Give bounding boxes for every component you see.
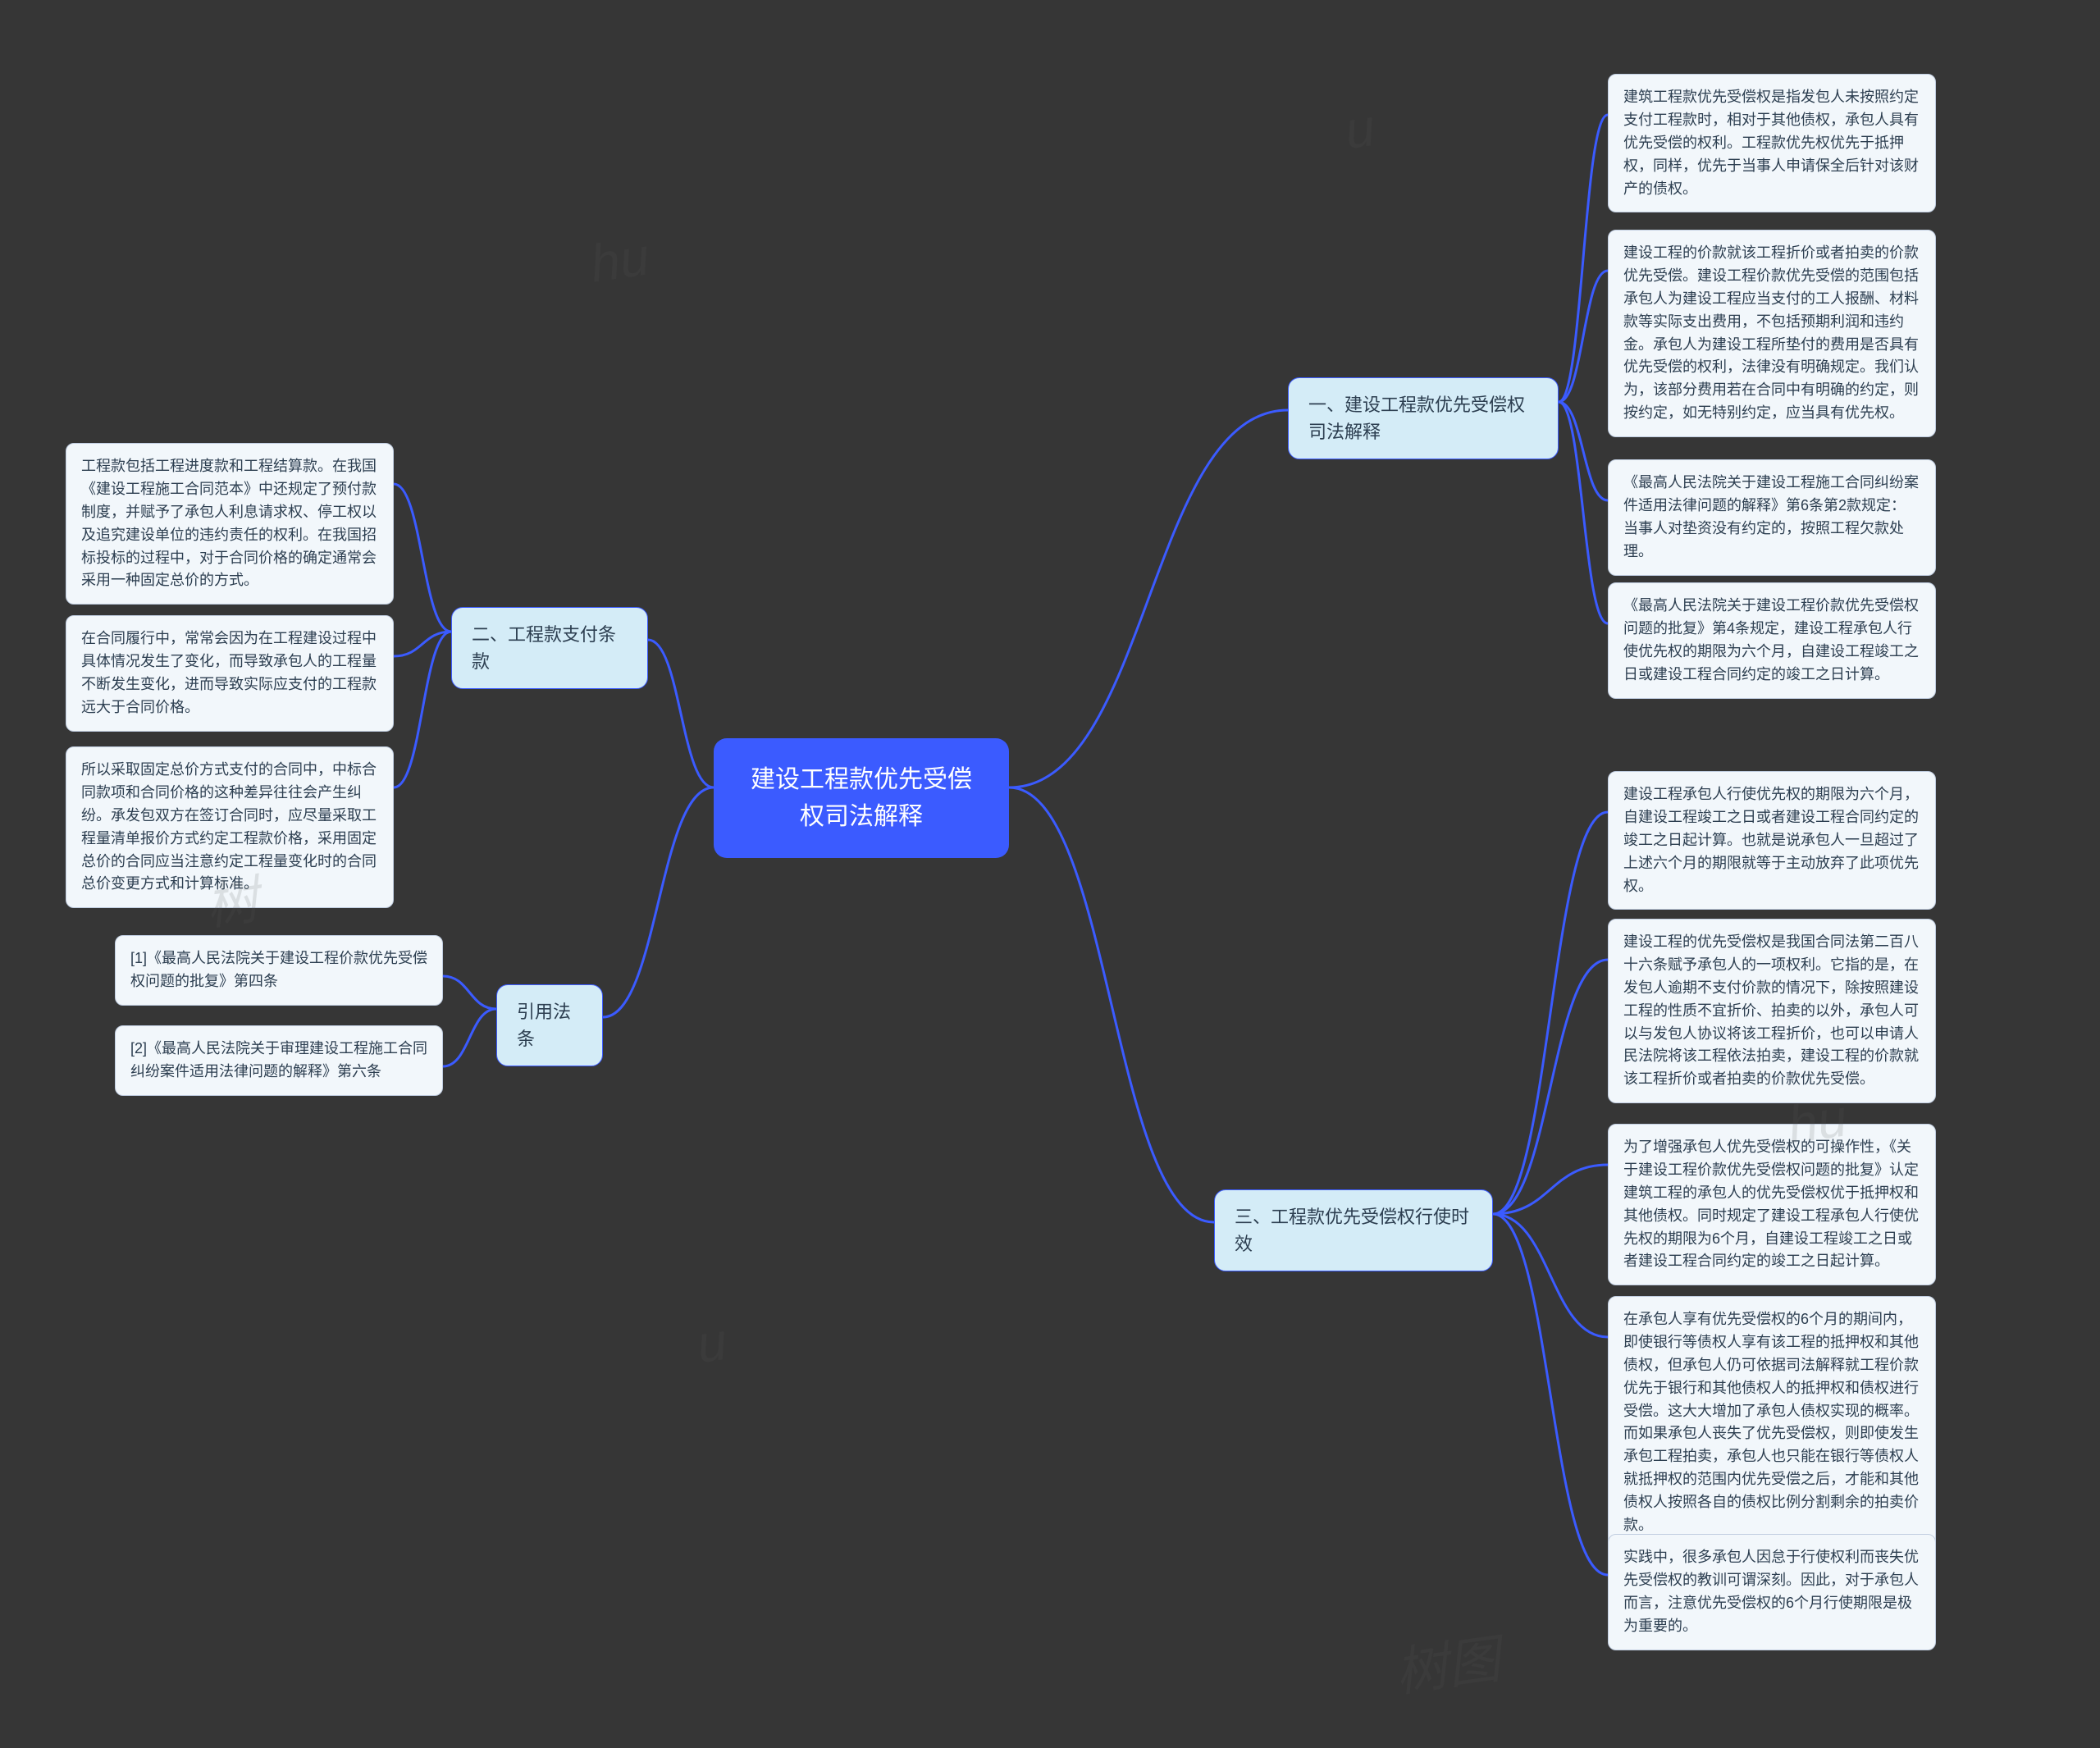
leaf-text: 实践中，很多承包人因怠于行使权利而丧失优先受偿权的教训可谓深刻。因此，对于承包人… [1623, 1549, 1919, 1634]
leaf-text: 为了增强承包人优先受偿权的可操作性，《关于建设工程价款优先受偿权问题的批复》认定… [1623, 1139, 1919, 1269]
leaf-node[interactable]: 在承包人享有优先受偿权的6个月的期间内，即使银行等债权人享有该工程的抵押权和其他… [1608, 1296, 1936, 1549]
leaf-node[interactable]: [1]《最高人民法院关于建设工程价款优先受偿权问题的批复》第四条 [115, 935, 443, 1006]
watermark: 树图 [1390, 1618, 1504, 1707]
leaf-node[interactable]: 在合同履行中，常常会因为在工程建设过程中具体情况发生了变化，而导致承包人的工程量… [66, 615, 394, 732]
leaf-text: 所以采取固定总价方式支付的合同中，中标合同款项和合同价格的这种差异往往会产生纠纷… [81, 761, 377, 892]
branch-node[interactable]: 一、建设工程款优先受偿权司法解释 [1288, 377, 1559, 459]
leaf-text: [2]《最高人民法院关于审理建设工程施工合同纠纷案件适用法律问题的解释》第六条 [130, 1040, 427, 1079]
leaf-node[interactable]: 为了增强承包人优先受偿权的可操作性，《关于建设工程价款优先受偿权问题的批复》认定… [1608, 1124, 1936, 1285]
leaf-text: [1]《最高人民法院关于建设工程价款优先受偿权问题的批复》第四条 [130, 950, 427, 989]
root-node[interactable]: 建设工程款优先受偿权司法解释 [714, 738, 1009, 858]
branch-node[interactable]: 三、工程款优先受偿权行使时效 [1214, 1189, 1493, 1271]
leaf-text: 在合同履行中，常常会因为在工程建设过程中具体情况发生了变化，而导致承包人的工程量… [81, 630, 377, 715]
leaf-text: 在承包人享有优先受偿权的6个月的期间内，即使银行等债权人享有该工程的抵押权和其他… [1623, 1311, 1919, 1533]
branch-label: 引用法条 [517, 1002, 571, 1049]
leaf-node[interactable]: 所以采取固定总价方式支付的合同中，中标合同款项和合同价格的这种差异往往会产生纠纷… [66, 746, 394, 908]
watermark: u [693, 1311, 731, 1375]
leaf-text: 建设工程承包人行使优先权的期限为六个月，自建设工程竣工之日或者建设工程合同约定的… [1623, 786, 1919, 894]
leaf-node[interactable]: 《最高人民法院关于建设工程价款优先受偿权问题的批复》第4条规定，建设工程承包人行… [1608, 582, 1936, 699]
leaf-text: 建筑工程款优先受偿权是指发包人未按照约定支付工程款时，相对于其他债权，承包人具有… [1623, 89, 1919, 197]
branch-label: 二、工程款支付条款 [472, 624, 616, 672]
leaf-text: 工程款包括工程进度款和工程结算款。在我国《建设工程施工合同范本》中还规定了预付款… [81, 458, 377, 588]
leaf-node[interactable]: 《最高人民法院关于建设工程施工合同纠纷案件适用法律问题的解释》第6条第2款规定：… [1608, 459, 1936, 576]
leaf-text: 《最高人民法院关于建设工程价款优先受偿权问题的批复》第4条规定，建设工程承包人行… [1623, 597, 1919, 682]
leaf-node[interactable]: 建筑工程款优先受偿权是指发包人未按照约定支付工程款时，相对于其他债权，承包人具有… [1608, 74, 1936, 212]
branch-node[interactable]: 引用法条 [496, 984, 603, 1066]
leaf-text: 建设工程的优先受偿权是我国合同法第二百八十六条赋予承包人的一项权利。它指的是，在… [1623, 933, 1919, 1087]
leaf-node[interactable]: 建设工程的优先受偿权是我国合同法第二百八十六条赋予承包人的一项权利。它指的是，在… [1608, 919, 1936, 1103]
leaf-node[interactable]: 建设工程承包人行使优先权的期限为六个月，自建设工程竣工之日或者建设工程合同约定的… [1608, 771, 1936, 910]
branch-label: 一、建设工程款优先受偿权司法解释 [1308, 395, 1525, 442]
leaf-node[interactable]: 工程款包括工程进度款和工程结算款。在我国《建设工程施工合同范本》中还规定了预付款… [66, 443, 394, 605]
root-label: 建设工程款优先受偿权司法解释 [751, 766, 972, 830]
branch-label: 三、工程款优先受偿权行使时效 [1235, 1207, 1469, 1254]
leaf-node[interactable]: [2]《最高人民法院关于审理建设工程施工合同纠纷案件适用法律问题的解释》第六条 [115, 1025, 443, 1096]
leaf-text: 建设工程的价款就该工程折价或者拍卖的价款优先受偿。建设工程价款优先受偿的范围包括… [1623, 244, 1919, 421]
leaf-text: 《最高人民法院关于建设工程施工合同纠纷案件适用法律问题的解释》第6条第2款规定：… [1623, 474, 1919, 559]
watermark: hu [587, 226, 653, 294]
watermark: u [1341, 97, 1379, 161]
leaf-node[interactable]: 建设工程的价款就该工程折价或者拍卖的价款优先受偿。建设工程价款优先受偿的范围包括… [1608, 230, 1936, 437]
leaf-node[interactable]: 实践中，很多承包人因怠于行使权利而丧失优先受偿权的教训可谓深刻。因此，对于承包人… [1608, 1534, 1936, 1650]
branch-node[interactable]: 二、工程款支付条款 [451, 607, 648, 689]
